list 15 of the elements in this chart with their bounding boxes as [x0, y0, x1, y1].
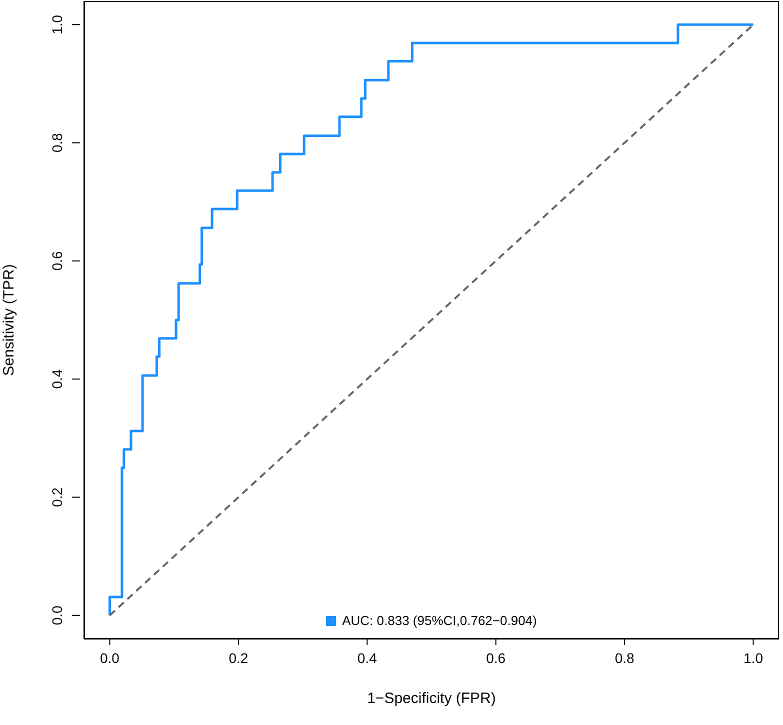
y-axis-title: Sensitivity (TPR): [0, 264, 18, 376]
x-tick-label: 0.8: [614, 650, 634, 666]
y-tick-label: 1.0: [49, 14, 65, 34]
y-tick-label: 0.8: [49, 132, 65, 153]
x-tick-label: 1.0: [744, 650, 764, 666]
x-axis-title: 1−Specificity (FPR): [367, 690, 496, 707]
x-tick-label: 0.0: [100, 650, 120, 666]
y-tick-label: 0.4: [49, 369, 65, 389]
y-tick-label: 0.6: [49, 250, 65, 271]
legend-label: AUC: 0.833 (95%CI,0.762−0.904): [342, 613, 537, 628]
x-tick-label: 0.6: [486, 650, 506, 666]
x-tick-label: 0.2: [228, 650, 248, 666]
y-tick-label: 0.0: [49, 605, 65, 626]
y-tick-label: 0.2: [49, 487, 65, 507]
x-tick-label: 0.4: [357, 650, 378, 666]
